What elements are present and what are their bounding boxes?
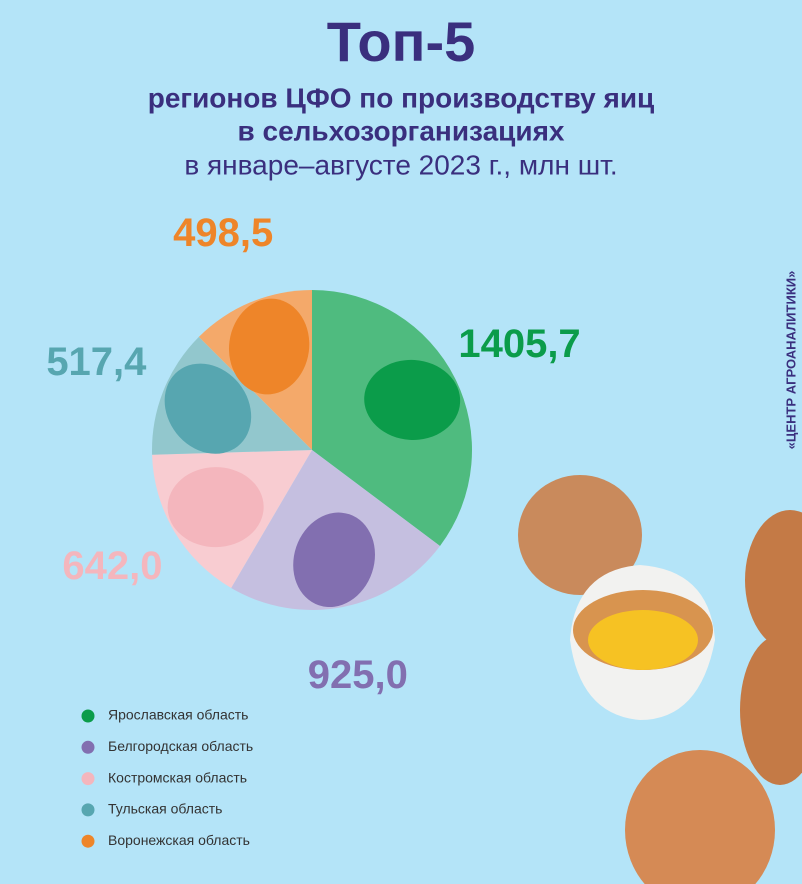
legend-marker xyxy=(81,709,95,723)
value-label: 498,5 xyxy=(173,211,273,255)
subtitle: в сельхозорганизациях xyxy=(238,115,565,146)
egg xyxy=(364,359,461,440)
legend-marker xyxy=(81,740,95,754)
legend-label: Белгородская область xyxy=(108,738,253,754)
legend-label: Воронежская область xyxy=(108,832,250,848)
legend-label: Костромская область xyxy=(108,769,247,785)
title: Топ-5 xyxy=(327,10,476,73)
legend-marker xyxy=(81,803,95,817)
legend-marker xyxy=(81,772,95,786)
egg xyxy=(164,363,252,454)
egg xyxy=(228,298,310,395)
subtitle: регионов ЦФО по производству яиц xyxy=(148,82,655,113)
period: в январе–августе 2023 г., млн шт. xyxy=(184,149,617,180)
value-label: 642,0 xyxy=(62,544,162,588)
legend-marker xyxy=(81,834,95,848)
egg xyxy=(167,467,264,548)
egg xyxy=(293,512,375,608)
legend-label: Ярославская область xyxy=(108,707,248,723)
source: «ЦЕНТР АГРОАНАЛИТИКИ» xyxy=(783,271,798,450)
value-label: 1405,7 xyxy=(458,322,580,366)
value-label: 517,4 xyxy=(46,340,147,384)
legend-label: Тульская область xyxy=(108,801,222,817)
egg-photo xyxy=(518,475,802,884)
value-label: 925,0 xyxy=(308,653,408,697)
